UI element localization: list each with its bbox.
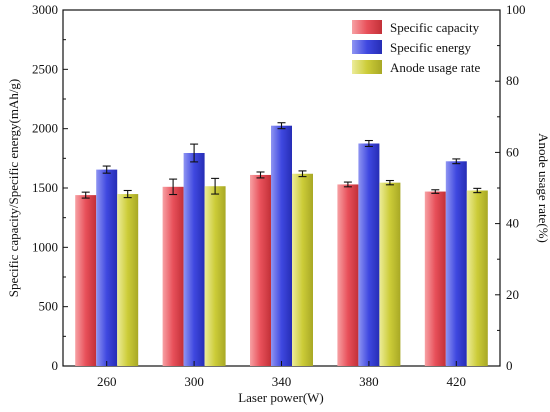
- left-axis-ticks: 0 500 1000 1500 2000 2500 3000: [32, 2, 68, 373]
- x-tick-label: 380: [359, 374, 379, 389]
- bar-2-380: [379, 182, 401, 366]
- left-tick-label: 0: [52, 358, 59, 373]
- right-tick-label: 40: [506, 216, 519, 231]
- left-tick-label: 3000: [32, 2, 58, 17]
- legend-swatch-1: [352, 40, 382, 54]
- bar-2-420: [466, 190, 488, 366]
- bar-2-340: [292, 173, 313, 366]
- legend-label-0: Specific capacity: [390, 20, 480, 35]
- x-tick-label: 260: [97, 374, 117, 389]
- legend-label-2: Anode usage rate: [390, 60, 480, 75]
- right-tick-label: 20: [506, 287, 519, 302]
- bar-0-300: [162, 186, 184, 366]
- y-axis-title-left: Specific capacity/Specific energy(mAh/g): [6, 79, 21, 298]
- right-axis-ticks: 0 20 40 60 80 100: [495, 2, 526, 373]
- left-tick-label: 2500: [32, 61, 58, 76]
- bar-2-260: [117, 194, 139, 366]
- bar-2-300: [204, 186, 226, 366]
- bar-0-260: [75, 195, 97, 366]
- legend-swatch-0: [352, 20, 382, 34]
- bar-1-340: [271, 125, 292, 366]
- left-tick-label: 500: [39, 299, 59, 314]
- bar-1-380: [358, 143, 380, 366]
- x-tick-label: 420: [447, 374, 467, 389]
- bar-1-300: [183, 152, 205, 366]
- bar-0-340: [250, 174, 271, 366]
- x-tick-label: 340: [272, 374, 292, 389]
- bar-1-260: [96, 169, 118, 366]
- bar-1-420: [445, 161, 467, 366]
- x-axis-title: Laser power(W): [238, 390, 324, 405]
- right-tick-label: 100: [506, 2, 526, 17]
- legend-swatch-2: [352, 60, 382, 74]
- left-tick-label: 1500: [32, 180, 58, 195]
- left-tick-label: 1000: [32, 239, 58, 254]
- bar-0-420: [424, 191, 446, 366]
- legend: Specific capacity Specific energy Anode us…: [352, 20, 480, 75]
- left-tick-label: 2000: [32, 121, 58, 136]
- right-tick-label: 80: [506, 73, 519, 88]
- legend-label-1: Specific energy: [390, 40, 471, 55]
- right-tick-label: 0: [506, 358, 513, 373]
- x-tick-label: 300: [184, 374, 204, 389]
- y-axis-title-right: Anode usage rate(%): [536, 133, 550, 243]
- bars-layer: [75, 125, 488, 366]
- x-axis-ticks: 260 300 340 380 420: [97, 361, 466, 389]
- right-tick-label: 60: [506, 144, 519, 159]
- bar-0-380: [337, 184, 359, 366]
- errorbars-layer: [81, 122, 482, 199]
